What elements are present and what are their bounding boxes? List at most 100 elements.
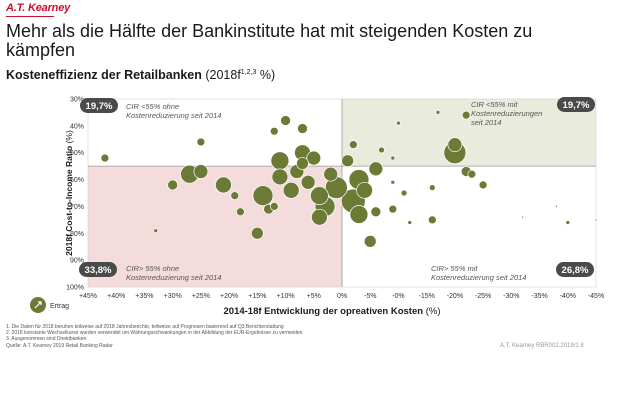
quadrant-top-left-label: CIR <55% ohne Kostenreduzierung seit 2014 bbox=[126, 102, 221, 120]
x-tick-label: +25% bbox=[192, 293, 210, 300]
x-axis-label: 2014-18f Entwicklung der opreativen Kost… bbox=[224, 306, 441, 317]
badge-top-left: 19,7% bbox=[80, 98, 118, 113]
data-point bbox=[378, 146, 385, 154]
y-tick-labels: 30% 40% 50% 60% 70% 80% 90% 100% bbox=[66, 97, 84, 292]
data-point bbox=[370, 206, 382, 218]
data-point bbox=[215, 176, 232, 194]
subtitle-paren-open: (2018f bbox=[201, 68, 241, 82]
data-point bbox=[363, 234, 377, 248]
data-point bbox=[368, 161, 384, 177]
quadrant-label-line: Kostenreduzierung seit 2014 bbox=[431, 273, 526, 282]
y-tick-label: 90% bbox=[70, 258, 84, 265]
x-tick-label: +40% bbox=[107, 293, 125, 300]
y-tick-label: 40% bbox=[70, 123, 84, 130]
y-axis-label: 2018f Cost-to-Income Ratio (%) bbox=[64, 130, 74, 256]
brand-underline bbox=[6, 16, 54, 17]
data-point bbox=[349, 205, 369, 224]
quadrant-label-line: CIR <55% mit bbox=[471, 100, 518, 109]
data-point bbox=[341, 154, 354, 168]
data-point bbox=[594, 218, 598, 222]
data-point bbox=[271, 168, 289, 186]
badge-bottom-right: 26,8% bbox=[556, 262, 594, 277]
data-point bbox=[447, 137, 463, 153]
data-point bbox=[461, 110, 471, 120]
badge-bottom-left-value: 33,8% bbox=[85, 265, 112, 276]
data-point bbox=[270, 151, 290, 171]
data-point bbox=[193, 164, 209, 179]
data-point bbox=[296, 157, 309, 170]
y-tick-label: 60% bbox=[70, 177, 84, 184]
data-point bbox=[478, 180, 488, 190]
data-point bbox=[565, 220, 571, 225]
x-axis-label-unit: (%) bbox=[423, 306, 440, 317]
data-point bbox=[311, 208, 328, 226]
data-point bbox=[282, 181, 300, 199]
x-tick-label: +45% bbox=[79, 293, 97, 300]
data-point bbox=[300, 174, 316, 190]
data-point bbox=[153, 228, 159, 233]
badge-bottom-left: 33,8% bbox=[79, 262, 117, 277]
chart-subtitle: Kosteneffizienz der Retailbanken (2018f1… bbox=[6, 68, 275, 82]
subtitle-main: Kosteneffizienz der Retailbanken bbox=[6, 68, 202, 82]
quadrant-label-line: CIR> 55% ohne bbox=[126, 264, 179, 273]
page-title: Mehr als die Hälfte der Bankinstitute ha… bbox=[6, 21, 533, 60]
data-point bbox=[236, 207, 245, 217]
data-point bbox=[521, 215, 524, 219]
quadrant-label-line: CIR> 55% mit bbox=[431, 264, 478, 273]
y-axis-label-unit: (%) bbox=[64, 130, 74, 146]
x-tick-label: +15% bbox=[248, 293, 266, 300]
subtitle-paren-close: %) bbox=[256, 68, 276, 82]
data-point bbox=[100, 153, 110, 163]
badge-top-left-value: 19,7% bbox=[86, 101, 113, 112]
data-point bbox=[280, 115, 291, 126]
legend-label: Ertrag bbox=[50, 303, 69, 310]
x-tick-label: +5% bbox=[307, 293, 321, 300]
x-tick-label: -0% bbox=[392, 293, 404, 300]
data-point bbox=[467, 169, 477, 179]
data-point bbox=[407, 220, 413, 225]
badge-top-right: 19,7% bbox=[557, 97, 595, 112]
legend-arrow-icon bbox=[34, 301, 42, 309]
x-tick-label: -15% bbox=[418, 293, 434, 300]
data-point bbox=[310, 186, 329, 206]
data-point bbox=[230, 191, 240, 201]
y-axis-label-text: 2018f Cost-to-Income Ratio bbox=[64, 146, 74, 256]
x-tick-label: -30% bbox=[503, 293, 519, 300]
quadrant-bottom-right-label: CIR> 55% mit Kostenreduzierung seit 2014 bbox=[431, 264, 526, 282]
quadrant-bottom-left-label: CIR> 55% ohne Kostenreduzierung seit 2014 bbox=[126, 264, 221, 282]
data-point bbox=[323, 166, 339, 182]
quadrant-label-line: Kostenreduzierung seit 2014 bbox=[126, 111, 221, 120]
data-point bbox=[356, 181, 373, 199]
quadrant-label-line: seit 2014 bbox=[471, 118, 501, 127]
x-tick-labels: +45% +40% +35% +30% +25% +20% +15% +10% +5% 0% -5%… bbox=[79, 293, 604, 300]
data-point bbox=[252, 185, 274, 207]
data-point bbox=[388, 204, 398, 214]
data-point bbox=[306, 150, 322, 166]
x-tick-label: +10% bbox=[277, 293, 295, 300]
footnote-3: 3. Ausgenommen sind Direktbanken bbox=[6, 336, 87, 343]
quadrant-label-line: Kostenreduzierung seit 2014 bbox=[126, 273, 221, 282]
x-tick-label: -5% bbox=[364, 293, 376, 300]
badge-bottom-right-value: 26,8% bbox=[562, 265, 589, 276]
legend: Ertrag bbox=[30, 297, 69, 313]
y-tick-label: 50% bbox=[70, 150, 84, 157]
data-point bbox=[196, 137, 206, 147]
footnotes: 1. Die Daten für 2018 beruhen teilweise … bbox=[6, 324, 302, 349]
data-point bbox=[428, 184, 436, 191]
footnote-2: 2. 2018 konstante Wechselkurse wurden ve… bbox=[6, 330, 303, 337]
x-tick-label: +30% bbox=[164, 293, 182, 300]
x-tick-label: -25% bbox=[475, 293, 491, 300]
data-point bbox=[400, 189, 408, 197]
footnote-1: 1. Die Daten für 2018 beruhen teilweise … bbox=[6, 324, 284, 330]
quadrant-top-right-bg bbox=[342, 99, 596, 167]
x-tick-label: -40% bbox=[560, 293, 576, 300]
footer-reference: A.T. Kearney RBR002.2019/1 8 bbox=[500, 343, 584, 349]
data-point bbox=[435, 110, 441, 115]
x-tick-label: 0% bbox=[337, 293, 347, 300]
data-point bbox=[390, 179, 396, 185]
data-point bbox=[396, 120, 401, 126]
brand-logo: A.T. Kearney bbox=[6, 2, 71, 14]
badge-top-right-value: 19,7% bbox=[563, 100, 590, 111]
data-point bbox=[250, 226, 264, 240]
